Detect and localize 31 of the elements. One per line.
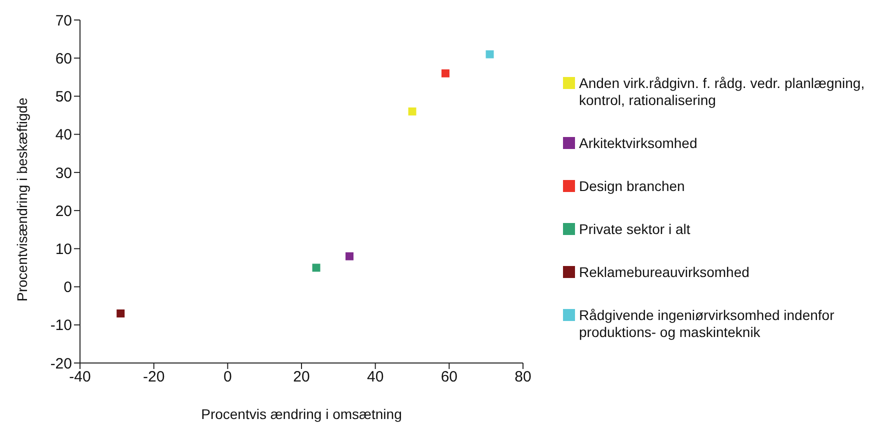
y-tick-label: 20 [55,202,72,220]
x-axis-title: Procentvis ændring i omsætning [201,406,402,422]
y-tick-label: -20 [50,355,72,372]
point [408,107,416,116]
point [486,50,494,58]
point [312,264,320,272]
x-tick-label: 40 [366,368,384,386]
x-tick-label: -40 [69,368,91,386]
y-axis-title: Procentvisændring i beskæftigde [14,97,30,302]
y-tick-label: 10 [55,240,72,258]
legend-label: Private sektor i alt [579,220,690,236]
y-tick-label: 70 [55,12,72,30]
legend-label: Design branchen [579,178,685,194]
point [345,252,354,260]
y-tick-label: 0 [64,279,72,296]
y-tick-label: 60 [55,50,72,68]
x-tick-label: 80 [514,368,532,386]
x-tick-label: 0 [223,368,232,386]
y-tick-label: 50 [55,88,72,106]
point [116,309,125,318]
legend-label: Reklamebureauvirksomhed [579,264,750,280]
legend-label: Anden virk.rådgivn. f. rådg. vedr. planlægning, kontrol, rationalisering [579,74,865,108]
x-tick-label: -20 [142,368,165,386]
point [441,69,450,78]
x-tick-label: 60 [440,368,458,386]
y-tick-label: -10 [50,317,72,334]
x-tick-label: 20 [293,368,310,386]
y-tick-label: 40 [55,126,72,144]
y-tick-label: 30 [55,164,72,182]
legend-label: Arkitektvirksomhed [579,134,698,150]
legend-label: Rådgivende ingeniørvirksomhed indenfor produktions- og maskinteknik [579,306,834,340]
